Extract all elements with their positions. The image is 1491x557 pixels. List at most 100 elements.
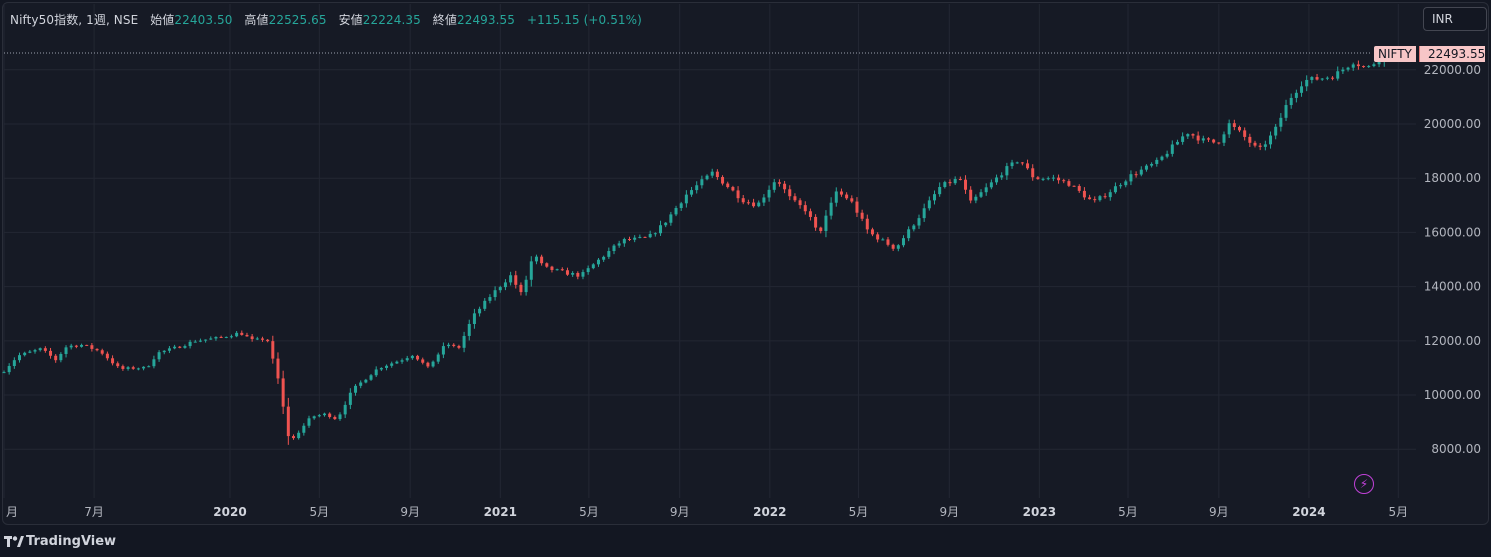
x-tick-label: 2022 bbox=[753, 505, 786, 519]
candle-body bbox=[152, 359, 156, 367]
candle bbox=[1046, 176, 1050, 181]
candle-body bbox=[126, 367, 130, 369]
candle bbox=[1310, 76, 1314, 84]
candle bbox=[1232, 119, 1236, 131]
candle-body bbox=[1062, 180, 1066, 182]
candle bbox=[286, 397, 290, 445]
candle-body bbox=[312, 416, 316, 419]
candle bbox=[193, 339, 197, 343]
candle bbox=[131, 365, 135, 370]
candle bbox=[995, 174, 999, 185]
candle bbox=[984, 183, 988, 196]
candle-body bbox=[1253, 142, 1257, 146]
candle bbox=[1227, 119, 1231, 138]
candle-body bbox=[131, 367, 135, 369]
lightning-icon[interactable]: ⚡ bbox=[1354, 474, 1374, 494]
candle bbox=[328, 412, 332, 419]
candle-body bbox=[896, 245, 900, 249]
candle bbox=[1165, 150, 1169, 159]
x-tick-label: 9月 bbox=[400, 505, 420, 519]
candle bbox=[886, 237, 890, 247]
candle-body bbox=[38, 348, 42, 351]
candle-body bbox=[1129, 174, 1133, 182]
candle bbox=[1284, 99, 1288, 122]
candle-body bbox=[886, 239, 890, 245]
candle-body bbox=[1222, 134, 1226, 143]
candle bbox=[90, 343, 94, 352]
candle-body bbox=[819, 227, 823, 232]
candle bbox=[1186, 133, 1190, 140]
candle bbox=[715, 169, 719, 180]
candle bbox=[271, 335, 275, 364]
candle-body bbox=[1031, 168, 1035, 178]
candle-body bbox=[307, 418, 311, 426]
candle-body bbox=[726, 183, 730, 188]
candle bbox=[7, 363, 11, 375]
candle bbox=[43, 346, 47, 353]
candle bbox=[1020, 162, 1024, 166]
candle bbox=[788, 185, 792, 201]
candle bbox=[757, 200, 761, 208]
candle bbox=[969, 186, 973, 204]
candle bbox=[116, 361, 120, 369]
candle-body bbox=[493, 290, 497, 298]
candle-body bbox=[922, 208, 926, 219]
candle bbox=[323, 412, 327, 417]
candle bbox=[943, 180, 947, 189]
candle bbox=[643, 236, 647, 238]
chart[interactable]: 8000.00 10000.00 12000.00 14000.00 16000.00 1… bbox=[0, 0, 1491, 527]
candle bbox=[136, 367, 140, 371]
candle-body bbox=[1134, 174, 1138, 176]
candle-body bbox=[653, 233, 657, 235]
candle bbox=[2, 370, 6, 374]
candle bbox=[255, 336, 259, 341]
candle bbox=[876, 232, 880, 243]
tradingview-logo-icon[interactable] bbox=[4, 536, 24, 548]
candle bbox=[1196, 131, 1200, 144]
candle bbox=[560, 267, 564, 271]
candle-body bbox=[1020, 162, 1024, 164]
candle bbox=[260, 336, 264, 342]
candle bbox=[824, 210, 828, 238]
candle bbox=[85, 344, 89, 346]
candle bbox=[1331, 76, 1335, 81]
candle-body bbox=[721, 177, 725, 184]
candle bbox=[395, 360, 399, 364]
candle bbox=[173, 344, 177, 350]
candle-body bbox=[333, 416, 337, 420]
candle bbox=[829, 197, 833, 220]
candle-body bbox=[1015, 162, 1019, 164]
candle bbox=[69, 343, 73, 350]
candle-body bbox=[891, 244, 895, 249]
candle-body bbox=[1243, 130, 1247, 137]
candle bbox=[167, 346, 171, 354]
candle bbox=[1206, 137, 1210, 143]
y-tick-label: 22000.00 bbox=[1424, 63, 1481, 77]
high-value: 22525.65 bbox=[268, 13, 327, 27]
candle-body bbox=[421, 359, 425, 363]
currency-selector[interactable]: INR bbox=[1423, 7, 1487, 31]
candle bbox=[1026, 159, 1030, 170]
candle-body bbox=[18, 355, 22, 361]
candle bbox=[1077, 184, 1081, 193]
candle bbox=[276, 352, 280, 384]
candle-body bbox=[1351, 64, 1355, 68]
candle-body bbox=[984, 187, 988, 193]
candle-body bbox=[1356, 64, 1360, 67]
candle bbox=[700, 175, 704, 189]
x-tick-label: 2023 bbox=[1023, 505, 1056, 519]
tradingview-logo-text[interactable]: TradingView bbox=[26, 534, 117, 549]
candle-body bbox=[1238, 126, 1241, 131]
candle bbox=[628, 236, 632, 242]
candle bbox=[803, 201, 807, 215]
candle-body bbox=[85, 344, 89, 346]
y-tick-label: 18000.00 bbox=[1424, 171, 1481, 185]
candle-body bbox=[772, 182, 776, 190]
candle bbox=[235, 330, 239, 338]
candle bbox=[219, 335, 223, 338]
change-value: +115.15 (+0.51%) bbox=[526, 13, 642, 27]
symbol-title[interactable]: Nifty50指数, 1週, NSE bbox=[10, 13, 139, 27]
candle bbox=[989, 179, 993, 190]
candle bbox=[467, 319, 471, 341]
candle-body bbox=[80, 344, 84, 347]
